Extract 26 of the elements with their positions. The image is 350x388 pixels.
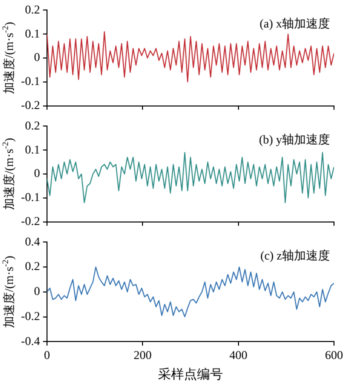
y-axis-title: 加速度/(m·s-2) <box>0 22 16 94</box>
x-tick-label: 600 <box>325 348 343 362</box>
x-tick-label: 400 <box>229 348 248 362</box>
x-axis-title: 采样点编号 <box>158 366 223 382</box>
annotation: (b) y轴加速度 <box>259 132 330 146</box>
y-tick-label: 0 <box>34 284 40 298</box>
y-tick-label: 0.2 <box>24 2 40 16</box>
y-tick-label: -0.2 <box>20 214 40 228</box>
y-tick-label: 0.1 <box>24 142 40 156</box>
y-tick-label: 0 <box>34 50 40 64</box>
y-tick-label: -0.2 <box>20 308 40 323</box>
y-tick-label: 0.1 <box>24 26 40 40</box>
y-axis-title: 加速度/(m·s-2) <box>0 256 16 328</box>
y-tick-label: -0.1 <box>20 74 40 88</box>
y-tick-label: 0.2 <box>24 118 40 132</box>
x-tick-label: 0 <box>44 348 50 362</box>
y-axis-title: 加速度/(m·s-2) <box>0 138 16 210</box>
y-tick-label: -0.4 <box>20 334 40 348</box>
y-tick-label: -0.1 <box>20 190 40 204</box>
y-tick-label: -0.2 <box>20 98 40 112</box>
annotation: (a) x轴加速度 <box>260 16 330 30</box>
y-tick-label: 0 <box>34 166 40 180</box>
x-tick-label: 200 <box>134 348 152 362</box>
y-tick-label: 0.4 <box>24 234 40 248</box>
annotation: (c) z轴加速度 <box>260 248 330 262</box>
y-tick-label: 0.2 <box>24 259 40 274</box>
